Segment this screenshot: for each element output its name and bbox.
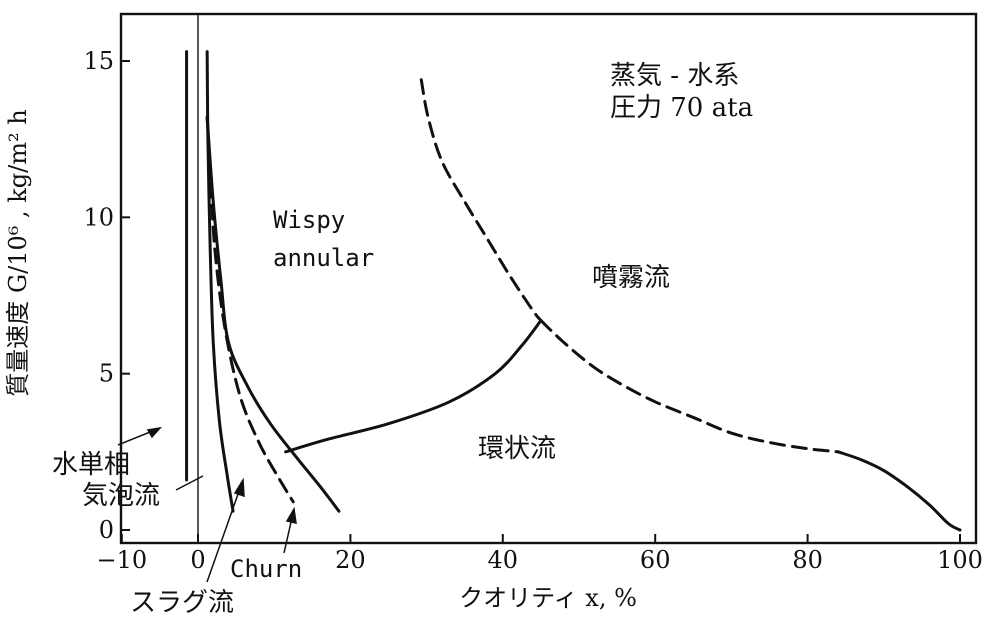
annotation-arrows [117,426,297,583]
arrowhead-single-phase [146,426,162,439]
x-tick-label: 80 [792,546,823,574]
label-bubbly-flow: 気泡流 [82,481,160,511]
x-tick-label: 100 [937,546,983,574]
x-tick-label: −10 [96,546,147,574]
label-annular-flow: 環状流 [478,434,556,464]
label-wispy: Wispy [273,206,345,234]
label-churn: Churn [230,555,302,583]
annotation-pressure: 圧力 70 ata [610,93,753,123]
label-annular-word: annular [273,244,374,272]
x-tick-label: 40 [488,546,519,574]
y-tick-label: 10 [83,203,114,231]
boundary-curve-3 [205,115,295,504]
label-mist-flow: 噴霧流 [592,263,670,293]
boundary-curve-6 [419,78,543,323]
boundary-curve-5 [284,319,543,454]
plot-frame [119,12,978,545]
arrowhead-churn [285,506,297,524]
x-axis-title: クオリティ x, % [459,584,637,612]
arrow-slug [206,479,244,583]
boundary-curve-7 [539,319,840,454]
series-group [185,50,962,532]
x-tick-label: 60 [640,546,671,574]
arrowhead-slug [233,477,245,498]
y-tick-label: 15 [83,47,114,75]
annotation-system: 蒸気 - 水系 [610,61,739,91]
boundary-curve-8 [836,450,962,532]
y-tick-label: 5 [99,360,114,388]
x-tick-label: 0 [190,546,205,574]
label-slug-flow: スラグ流 [130,588,234,618]
y-tick-label: 0 [99,516,114,544]
label-single-phase-water: 水単相 [52,450,130,480]
y-axis-title: 質量速度 G/10⁶ , kg/m² h [4,109,32,396]
boundary-curve-4 [205,115,341,513]
arrow-bubbly [175,475,204,491]
x-tick-label: 20 [335,546,366,574]
